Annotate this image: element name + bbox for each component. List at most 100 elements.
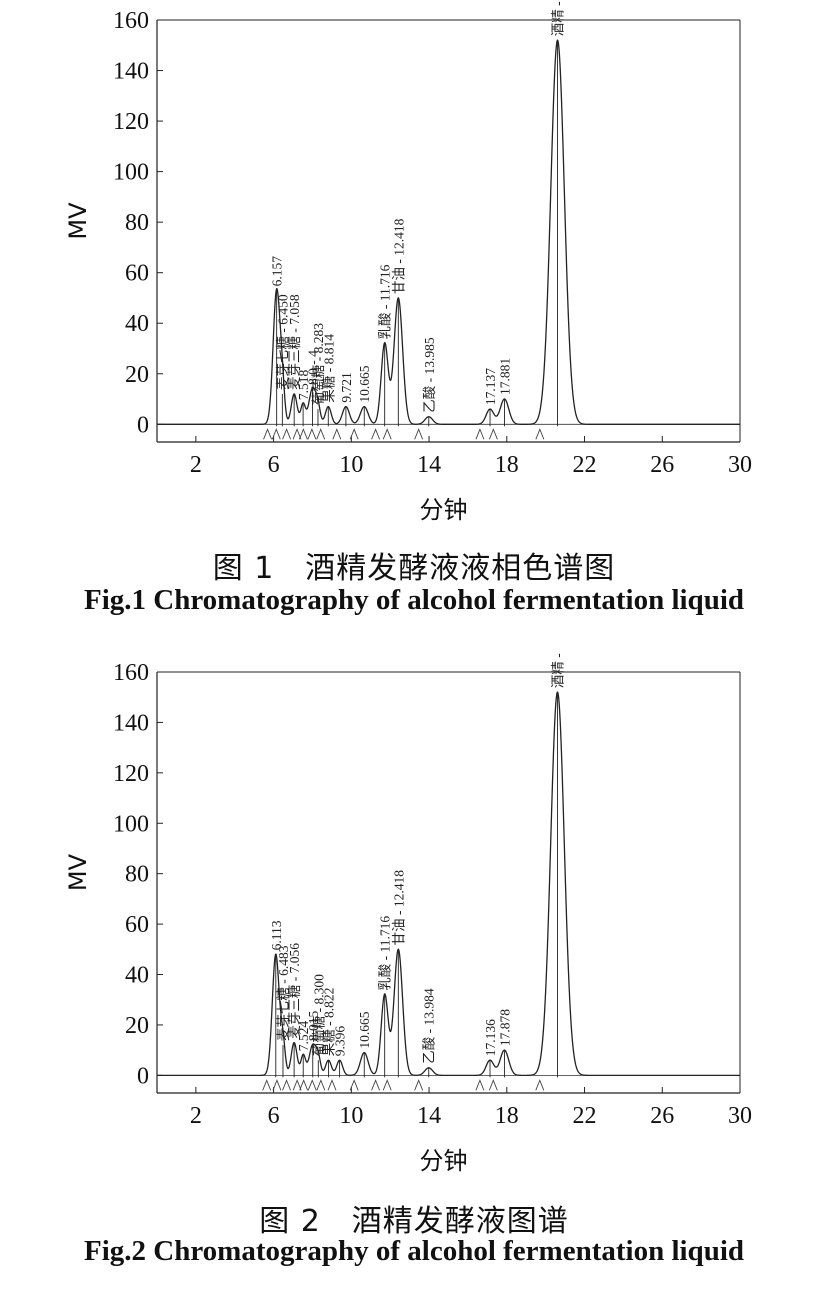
peak-label: 麦芽七糖 - 6.450 [275,294,290,390]
peak-label: 果糖 - 8.814 [321,334,336,403]
figure-2: 0 20 40 60 80 100 120 140 160 2 6 10 14 18 22 26 30 MV 分钟 6… [0,650,828,1297]
integration-marker [327,1079,337,1091]
integration-marker [316,428,326,440]
x-tick-label: 30 [728,1103,752,1129]
peak-label: 乙酸 - 13.984 [422,988,437,1064]
y-tick-label: 80 [125,862,149,888]
peak-label: 乳酸 - 11.716 [378,916,393,991]
integration-marker [414,428,424,440]
integration-marker [271,428,281,440]
y-axis-title: MV [64,853,92,891]
peak-label: 葡萄糖 - 8.300 [311,974,326,1056]
integration-marker [299,1079,309,1091]
integration-marker [349,428,359,440]
peak-label: 乙酸 - 13.985 [422,337,437,413]
peak-label: 17.881 [497,358,512,395]
y-tick-label: 20 [125,362,149,388]
integration-marker [316,1079,326,1091]
peak-label: 麦芽三糖 - 7.056 [287,943,302,1039]
y-tick-label: 160 [113,8,149,34]
integration-marker [332,428,342,440]
peak-label: 酒精 - 20.611 [551,0,566,36]
x-tick-label: 26 [650,452,674,478]
peak-label: 17.136 [483,1019,498,1056]
y-tick-label: 60 [125,261,149,287]
peak-label: 6.113 [269,920,284,950]
figure-1: 0 20 40 60 80 100 120 140 160 2 6 10 14 18 22 26 30 MV 分钟 6… [64,0,752,616]
peak-label: 6.157 [270,256,285,287]
integration-marker [382,428,392,440]
peak-label: 酒精 - 20.608 [550,650,565,688]
x-tick-label: 10 [339,452,363,478]
peak-label: 17.878 [497,1009,512,1046]
integration-marker [262,1079,272,1091]
x-tick-label: 2 [190,1103,202,1129]
chromatogram-trace [157,39,740,425]
x-tick-label: 18 [495,452,519,478]
integration-marker [371,1079,381,1091]
y-tick-label: 40 [125,963,149,989]
y-tick-label: 120 [113,109,149,135]
integration-marker [371,428,381,440]
x-tick-label: 22 [573,452,597,478]
y-tick-label: 0 [137,1063,149,1089]
peak-label: 8.0 - 4 [305,350,320,385]
integration-marker [488,428,498,440]
x-tick-label: 30 [728,452,752,478]
integration-marker [475,428,485,440]
peak-label: 果糖 - 8.822 [321,988,336,1057]
peak-label: 乳酸 - 11.716 [378,264,393,339]
x-tick-label: 26 [650,1103,674,1129]
y-tick-label: 0 [137,412,149,438]
y-tick-label: 80 [125,210,149,236]
peak-label: 9.721 [339,372,354,402]
integration-marker [272,1079,282,1091]
x-tick-label: 6 [268,452,280,478]
y-tick-label: 100 [113,811,149,837]
x-tick-label: 2 [190,452,202,478]
x-axis-title: 分钟 [420,1147,468,1175]
figure-1-caption-cn: 图 1 酒精发酵液液相色谱图 [212,551,616,586]
integration-marker [292,1079,302,1091]
integration-marker [414,1079,424,1091]
peak-label: 甘油 - 12.418 [391,870,406,946]
peak-label: 9.396 [333,1026,348,1057]
x-tick-label: 14 [417,452,441,478]
integration-marker [282,428,291,440]
x-tick-label: 10 [339,1103,363,1129]
figure-2-caption-en: Fig.2 Chromatography of alcohol fermenta… [83,1235,745,1267]
y-tick-label: 160 [113,660,149,686]
y-tick-label: 100 [113,160,149,186]
peak-label: 10.665 [357,365,372,402]
y-axis-title: MV [64,202,92,240]
y-tick-label: 120 [113,761,149,787]
figure-1-caption-en: Fig.1 Chromatography of alcohol fermenta… [83,584,745,616]
y-tick-label: 20 [125,1013,149,1039]
peak-label: 17.137 [483,368,498,405]
peak-label: 麦芽三糖 - 7.058 [287,294,302,390]
peak-label: 10.665 [357,1011,372,1048]
integration-marker [298,428,308,440]
integration-marker [349,1079,359,1091]
integration-marker [535,428,545,440]
peak-label: 葡萄糖 - 8.283 [311,323,326,405]
integration-marker [488,1079,498,1091]
x-tick-label: 6 [268,1103,280,1129]
y-tick-label: 60 [125,912,149,938]
x-tick-label: 14 [417,1103,441,1129]
peak-label: 7.518 [296,369,311,400]
figure-2-caption-cn: 图 2 酒精发酵液图谱 [259,1204,569,1239]
integration-marker [307,428,317,440]
y-tick-label: 140 [113,710,149,736]
integration-marker [475,1079,485,1091]
integration-marker [307,1079,317,1091]
integration-marker [282,1079,291,1091]
x-tick-label: 18 [495,1103,519,1129]
integration-marker [292,428,302,440]
peak-label: 甘油 - 12.418 [391,218,406,294]
peak-label: 7.524 [296,1021,311,1052]
x-tick-label: 22 [573,1103,597,1129]
integration-marker [535,1079,545,1091]
